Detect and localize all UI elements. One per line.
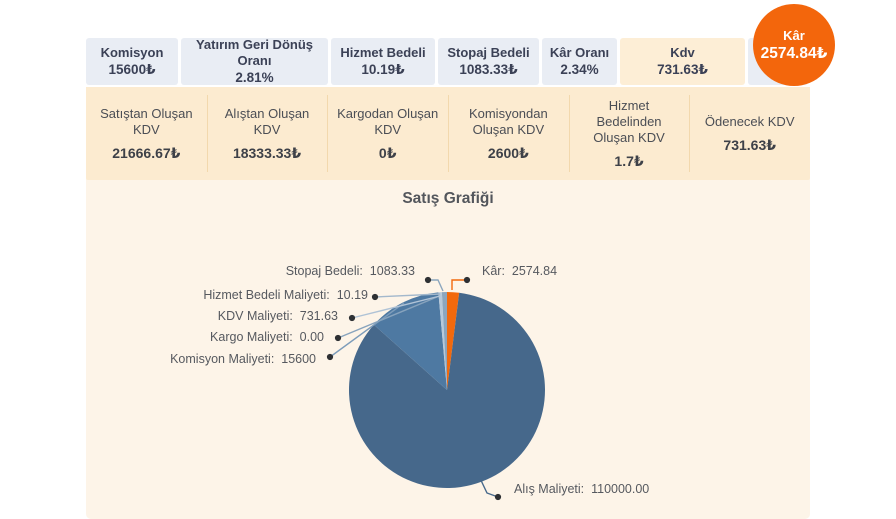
stat-value: 10.19₺ xyxy=(361,62,405,77)
kdv-label: Alıştan Oluşan KDV xyxy=(224,105,310,137)
stat-card-stopaj-bedeli[interactable]: Stopaj Bedeli 1083.33₺ xyxy=(438,38,539,85)
kdv-label: Kargodan Oluşan KDV xyxy=(337,105,439,137)
kdv-label: Hizmet Bedelinden Oluşan KDV xyxy=(593,97,665,145)
profit-badge-value: 2574.84₺ xyxy=(760,44,828,62)
kdv-value: 2600₺ xyxy=(487,144,529,161)
kdv-col-odenecek: Ödenecek KDV 731.63₺ xyxy=(689,87,810,180)
stat-label: Yatırım Geri Dönüş Oranı xyxy=(195,37,314,68)
pie-label-hizmet: Hizmet Bedeli Maliyeti: 10.19 xyxy=(203,288,368,302)
kdv-breakdown-row: Satıştan Oluşan KDV 21666.67₺ Alıştan Ol… xyxy=(86,87,810,180)
kdv-value: 731.63₺ xyxy=(723,136,776,153)
chart-title: Satış Grafiği xyxy=(402,190,494,207)
kdv-value: 1.7₺ xyxy=(614,152,644,169)
kdv-col-komisyondan: Komisyondan Oluşan KDV 2600₺ xyxy=(448,87,569,180)
kdv-label: Ödenecek KDV xyxy=(704,113,795,129)
pie-label-kdv: KDV Maliyeti: 731.63 xyxy=(217,309,338,323)
stat-value: 2.34% xyxy=(560,62,599,77)
stat-value: 1083.33₺ xyxy=(459,62,518,77)
stat-card-kar-orani[interactable]: Kâr Oranı 2.34% xyxy=(542,38,617,85)
stat-card-kdv[interactable]: Kdv 731.63₺ xyxy=(620,38,745,85)
stat-card-komisyon[interactable]: Komisyon 15600₺ xyxy=(86,38,178,85)
stat-card-yatirim-geri-donus[interactable]: Yatırım Geri Dönüş Oranı 2.81% xyxy=(181,37,328,85)
pie-label-kar: Kâr: 2574.84 xyxy=(482,264,558,278)
profit-badge-label: Kâr xyxy=(783,27,805,43)
stat-label: Kdv xyxy=(670,45,695,60)
stat-value: 2.81% xyxy=(235,70,274,85)
kdv-col-alistan: Alıştan Oluşan KDV 18333.33₺ xyxy=(206,87,328,180)
stat-card-hizmet-bedeli[interactable]: Hizmet Bedeli 10.19₺ xyxy=(331,38,435,85)
stat-label: Hizmet Bedeli xyxy=(340,45,426,60)
stat-value: 15600₺ xyxy=(108,62,156,77)
pie-label-komisyon: Komisyon Maliyeti: 15600 xyxy=(170,352,316,366)
pie-label-alis: Alış Maliyeti: 110000.00 xyxy=(514,482,650,496)
stat-card-row: Komisyon 15600₺ Yatırım Geri Dönüş Oranı… xyxy=(86,37,810,85)
kdv-col-hizmet-bedelinden: Hizmet Bedelinden Oluşan KDV 1.7₺ xyxy=(568,87,690,180)
pie-label-stopaj: Stopaj Bedeli: 1083.33 xyxy=(285,264,415,278)
kdv-col-kargodan: Kargodan Oluşan KDV 0₺ xyxy=(327,87,448,180)
stat-value: 731.63₺ xyxy=(657,62,708,77)
stat-label: Stopaj Bedeli xyxy=(447,45,530,60)
pie-label-kargo: Kargo Maliyeti: 0.00 xyxy=(210,330,324,344)
results-panel: Satıştan Oluşan KDV 21666.67₺ Alıştan Ol… xyxy=(86,87,810,519)
profit-badge[interactable]: Kâr 2574.84₺ xyxy=(753,4,835,86)
kdv-label: Komisyondan Oluşan KDV xyxy=(468,105,548,137)
kdv-value: 18333.33₺ xyxy=(232,144,302,161)
kdv-value: 21666.67₺ xyxy=(112,144,181,161)
stat-label: Komisyon xyxy=(100,45,164,60)
kdv-value: 0₺ xyxy=(378,144,397,161)
stat-label: Kâr Oranı xyxy=(549,45,610,60)
kdv-col-satistan: Satıştan Oluşan KDV 21666.67₺ xyxy=(86,87,207,180)
kdv-label: Satıştan Oluşan KDV xyxy=(100,105,193,137)
